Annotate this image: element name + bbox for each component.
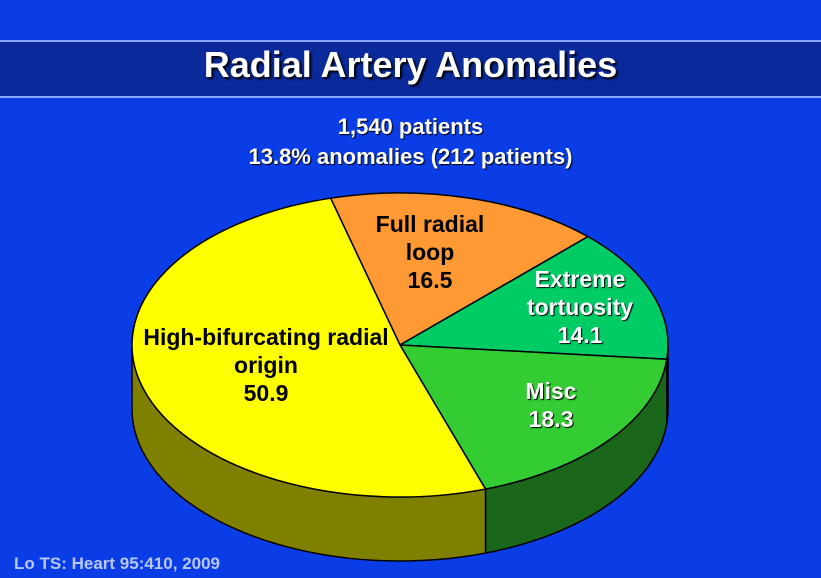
category-label: Misc	[525, 378, 577, 404]
slice-label: Extreme tortuosity 14.1	[505, 265, 655, 349]
slice-label: Full radial loop 16.5	[355, 210, 505, 294]
title-band	[0, 40, 821, 98]
value-label: 16.5	[407, 267, 453, 293]
slice	[398, 344, 668, 490]
chart-title: Radial Artery Anomalies	[203, 44, 618, 85]
value-label: 14.1	[557, 322, 603, 348]
slice	[397, 235, 669, 361]
subtitle: 1,540 patients	[337, 114, 484, 139]
slice	[329, 192, 590, 347]
slice	[131, 197, 487, 498]
slice-label: High-bifurcating radial origin 50.9	[136, 323, 396, 407]
category-label: High-bifurcating radial origin	[143, 324, 389, 378]
subtitle: 13.8% anomalies (212 patients)	[248, 144, 573, 169]
value-label: 50.9	[243, 380, 289, 406]
value-label: 18.3	[528, 406, 574, 432]
slice-label: Misc 18.3	[491, 377, 611, 433]
category-label: Extreme tortuosity	[526, 266, 634, 320]
source: Lo TS: Heart 95:410, 2009	[14, 554, 220, 573]
category-label: Full radial loop	[375, 211, 485, 265]
